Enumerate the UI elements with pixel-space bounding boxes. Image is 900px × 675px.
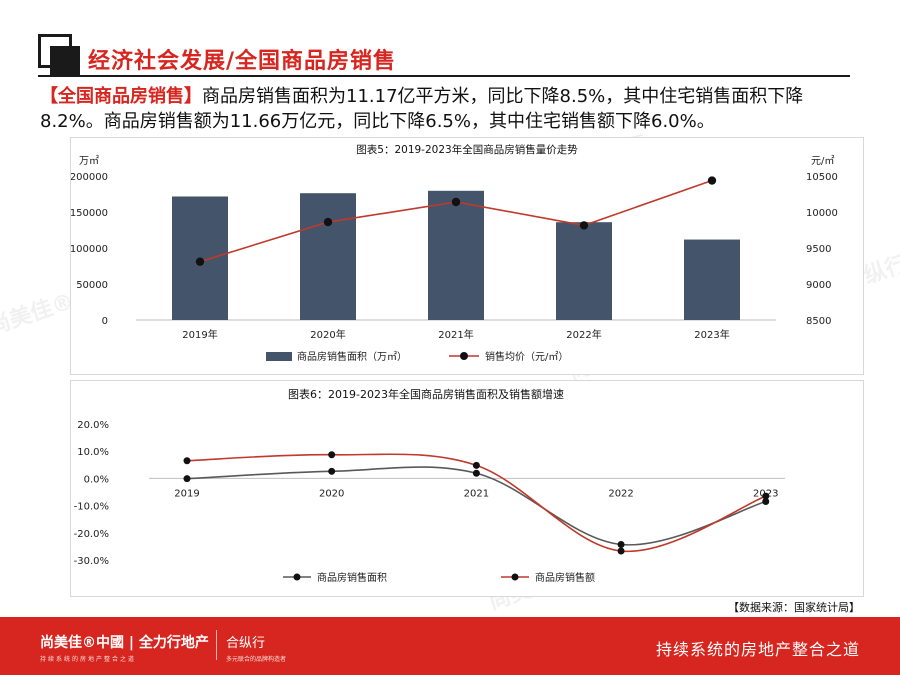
chart6-y-tick: -20.0% bbox=[74, 529, 109, 540]
data-source: 【数据来源：国家统计局】 bbox=[728, 601, 860, 614]
chart5-panel: 图表5：2019-2023年全国商品房销售量价走势万㎡ 元/㎡ 0 50000 1000… bbox=[70, 137, 864, 375]
header-logo-block bbox=[50, 46, 80, 76]
chart6-panel: 图表6：2019-2023年全国商品房销售面积及销售额增速 20.0% 10.0% 0… bbox=[70, 380, 864, 597]
chart5-legend-bar-swatch bbox=[266, 352, 292, 361]
page-title: 经济社会发展/全国商品房销售 bbox=[88, 49, 397, 74]
chart6-y-tick: 0.0% bbox=[84, 474, 109, 485]
chart5-left-tick: 0 bbox=[102, 316, 108, 327]
chart6-legend-area-marker bbox=[293, 573, 301, 581]
footer-brand2-sub: 多元联合的品牌构造者 bbox=[226, 656, 287, 663]
chart5-bar bbox=[556, 222, 612, 320]
chart6-sales-point bbox=[328, 451, 336, 459]
chart5-price-point bbox=[323, 217, 333, 227]
chart6-y-tick: -10.0% bbox=[74, 502, 109, 513]
chart6-area-point bbox=[472, 469, 480, 477]
summary-text: 商品房销售面积为11.17亿平方米，同比下降8.5%，其中住宅销售面积下降8.2… bbox=[40, 86, 804, 132]
chart6-y-tick: 20.0% bbox=[77, 420, 109, 431]
chart6-sales-point bbox=[762, 492, 770, 500]
chart5-legend-line-label: 销售均价（元/㎡） bbox=[485, 350, 568, 363]
chart6-x-tick: 2019 bbox=[174, 488, 199, 499]
chart5-right-unit: 元/㎡ bbox=[811, 155, 834, 167]
chart5-price-point bbox=[451, 197, 461, 207]
chart5-left-tick: 200000 bbox=[71, 172, 108, 183]
footer-brand-sub: 持续系统的房地产整合之道 bbox=[40, 656, 137, 663]
chart5-right-tick: 10000 bbox=[806, 208, 838, 219]
chart5-legend-line-marker bbox=[460, 352, 468, 360]
chart5-legend-bar-label: 商品房销售面积（万㎡） bbox=[297, 350, 407, 363]
chart5-x-tick: 2022年 bbox=[566, 328, 601, 341]
chart5-left-tick: 50000 bbox=[76, 280, 108, 291]
chart5-title: 图表5：2019-2023年全国商品房销售量价走势 bbox=[356, 143, 578, 156]
chart5-right-tick: 10500 bbox=[806, 172, 838, 183]
chart6-y-tick: -30.0% bbox=[74, 556, 109, 567]
chart6-x-tick: 2020 bbox=[319, 488, 344, 499]
chart5-bar bbox=[684, 239, 740, 320]
chart6-sales-point bbox=[183, 457, 191, 465]
chart6-x-tick: 2022 bbox=[608, 488, 633, 499]
summary-tag: 【全国商品房销售】 bbox=[40, 86, 202, 107]
chart5-left-unit: 万㎡ bbox=[79, 155, 99, 167]
chart5-left-tick: 150000 bbox=[71, 208, 108, 219]
chart5-price-point bbox=[707, 176, 717, 185]
footer-brand: 尚美佳®中國 | 全力行地产 bbox=[40, 635, 209, 651]
chart5-x-tick: 2023年 bbox=[694, 328, 729, 341]
chart5-price-point bbox=[195, 257, 205, 266]
chart5-bar bbox=[428, 190, 484, 320]
footer-bar bbox=[0, 617, 900, 675]
chart6-sales-point bbox=[472, 461, 480, 469]
chart6-area-point bbox=[617, 540, 625, 548]
chart6-area-point bbox=[183, 475, 191, 483]
chart5-right-tick: 9500 bbox=[806, 244, 831, 255]
title-divider bbox=[38, 75, 850, 77]
chart5-x-tick: 2021年 bbox=[438, 328, 473, 341]
chart5-x-tick: 2019年 bbox=[182, 328, 217, 341]
chart5-bar bbox=[300, 193, 356, 320]
chart6-area-point bbox=[762, 498, 770, 506]
chart6-legend-sales-marker bbox=[511, 573, 519, 581]
footer-separator bbox=[216, 630, 217, 660]
chart6-legend-area-label: 商品房销售面积 bbox=[317, 571, 387, 584]
chart6-area-point bbox=[328, 467, 336, 475]
chart6-legend-sales-label: 商品房销售额 bbox=[535, 571, 595, 584]
chart5-right-tick: 9000 bbox=[806, 280, 831, 291]
chart6-y-tick: 10.0% bbox=[77, 447, 109, 458]
chart5-x-tick: 2020年 bbox=[310, 328, 345, 341]
chart5-left-tick: 100000 bbox=[71, 244, 108, 255]
chart6-x-tick: 2021 bbox=[464, 488, 489, 499]
chart5-price-point bbox=[579, 221, 589, 230]
chart5-right-tick: 8500 bbox=[806, 316, 831, 327]
chart6-sales-point bbox=[617, 547, 625, 555]
chart6-svg: 图表6：2019-2023年全国商品房销售面积及销售额增速 20.0% 10.0% 0… bbox=[74, 387, 785, 584]
chart6-title: 图表6：2019-2023年全国商品房销售面积及销售额增速 bbox=[288, 387, 564, 401]
footer-brand2: 合纵行 bbox=[226, 636, 266, 651]
summary-paragraph: 【全国商品房销售】商品房销售面积为11.17亿平方米，同比下降8.5%，其中住宅… bbox=[40, 84, 860, 134]
footer-slogan: 持续系统的房地产整合之道 bbox=[655, 640, 860, 659]
